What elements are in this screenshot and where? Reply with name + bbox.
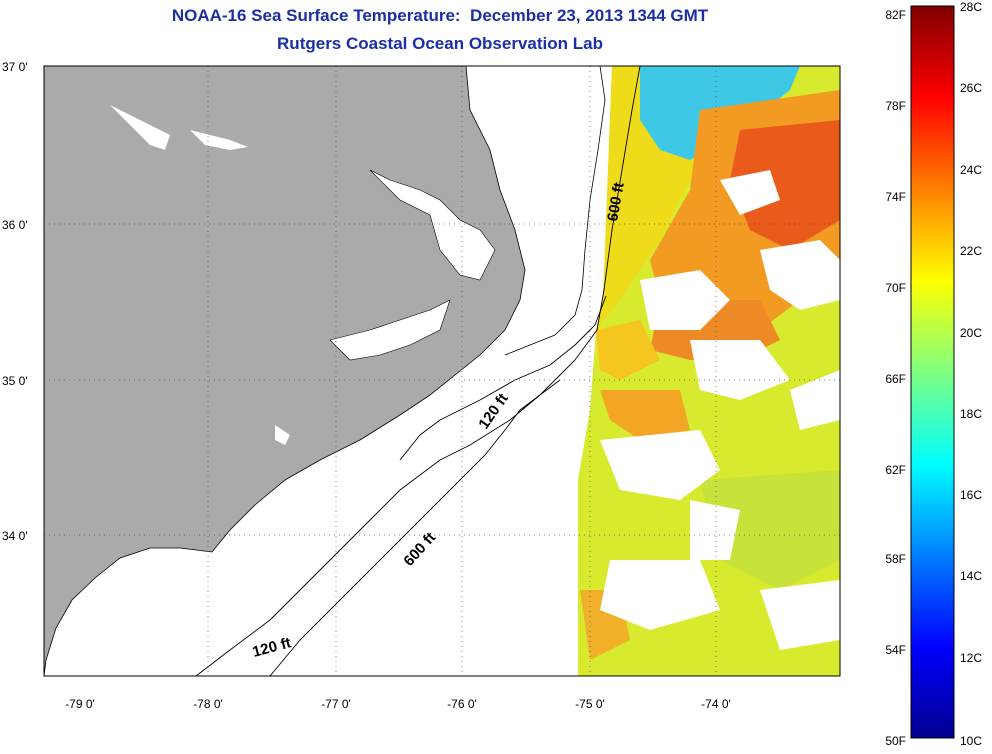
cloud-gap	[690, 500, 740, 560]
colorbar	[910, 5, 955, 739]
land	[44, 66, 526, 676]
neuse-river	[329, 299, 451, 361]
cloud-gap	[760, 580, 840, 650]
colorbar-c-label: 26C	[960, 81, 982, 95]
colorbar-c-label: 18C	[960, 407, 982, 421]
contour-120ft	[195, 66, 641, 676]
lon-label: -79 0'	[65, 697, 95, 711]
colorbar-f-label: 54F	[885, 643, 906, 657]
colorbar-f-label: 78F	[885, 99, 906, 113]
sst-hot-patch	[730, 120, 840, 250]
graticule	[44, 66, 840, 676]
cloud-gap	[790, 370, 840, 430]
sst-cool-patch-2	[700, 470, 840, 590]
cloud-gap	[690, 340, 790, 400]
map-title: NOAA-16 Sea Surface Temperature: Decembe…	[171, 6, 709, 25]
map-subtitle: Rutgers Coastal Ocean Observation Lab	[277, 34, 603, 53]
colorbar-f-label: 82F	[885, 8, 906, 22]
colorbar-c-label: 16C	[960, 488, 982, 502]
colorbar-f-label: 58F	[885, 552, 906, 566]
cloud-gap	[640, 270, 730, 330]
lat-label: 36 0'	[2, 218, 28, 232]
land-mass	[44, 66, 526, 676]
lon-label: -75 0'	[575, 697, 605, 711]
contour-600ft	[269, 379, 561, 676]
lon-label: -76 0'	[447, 697, 477, 711]
colorbar-f-label: 70F	[885, 281, 906, 295]
colorbar-f-label: 74F	[885, 190, 906, 204]
lon-label: -78 0'	[193, 697, 223, 711]
cloud-gap	[600, 560, 720, 630]
sst-warm-patch-3	[596, 320, 660, 380]
pamlico-sound	[369, 169, 496, 281]
colorbar-c-label: 28C	[960, 0, 982, 14]
lake	[275, 425, 290, 445]
colorbar-f-label: 50F	[885, 734, 906, 748]
colorbar-c-label: 12C	[960, 651, 982, 665]
cloud-gap	[720, 170, 780, 215]
lon-label: -77 0'	[321, 697, 351, 711]
sst-field	[578, 66, 840, 676]
colorbar-f-label: 66F	[885, 372, 906, 386]
lat-label: 34 0'	[2, 529, 28, 543]
colorbar-c-label: 24C	[960, 163, 982, 177]
colorbar-c-label: 14C	[960, 569, 982, 583]
cloud-gap	[600, 430, 720, 500]
lake	[110, 105, 170, 150]
frame-border	[43, 65, 841, 677]
colorbar-f-label: 62F	[885, 463, 906, 477]
contour-label: 600 ft	[604, 181, 628, 223]
barrier-island-line	[504, 66, 606, 356]
colorbar-c-label: 20C	[960, 326, 982, 340]
lat-label: 37 0'	[2, 60, 28, 74]
colorbar-c-label: 10C	[960, 734, 982, 748]
lat-label: 35 0'	[2, 374, 28, 388]
cloud-gap	[760, 240, 840, 310]
sst-warm-patch-4	[600, 390, 690, 440]
lake	[190, 130, 248, 150]
lon-label: -74 0'	[701, 697, 731, 711]
colorbar-c-label: 22C	[960, 244, 982, 258]
